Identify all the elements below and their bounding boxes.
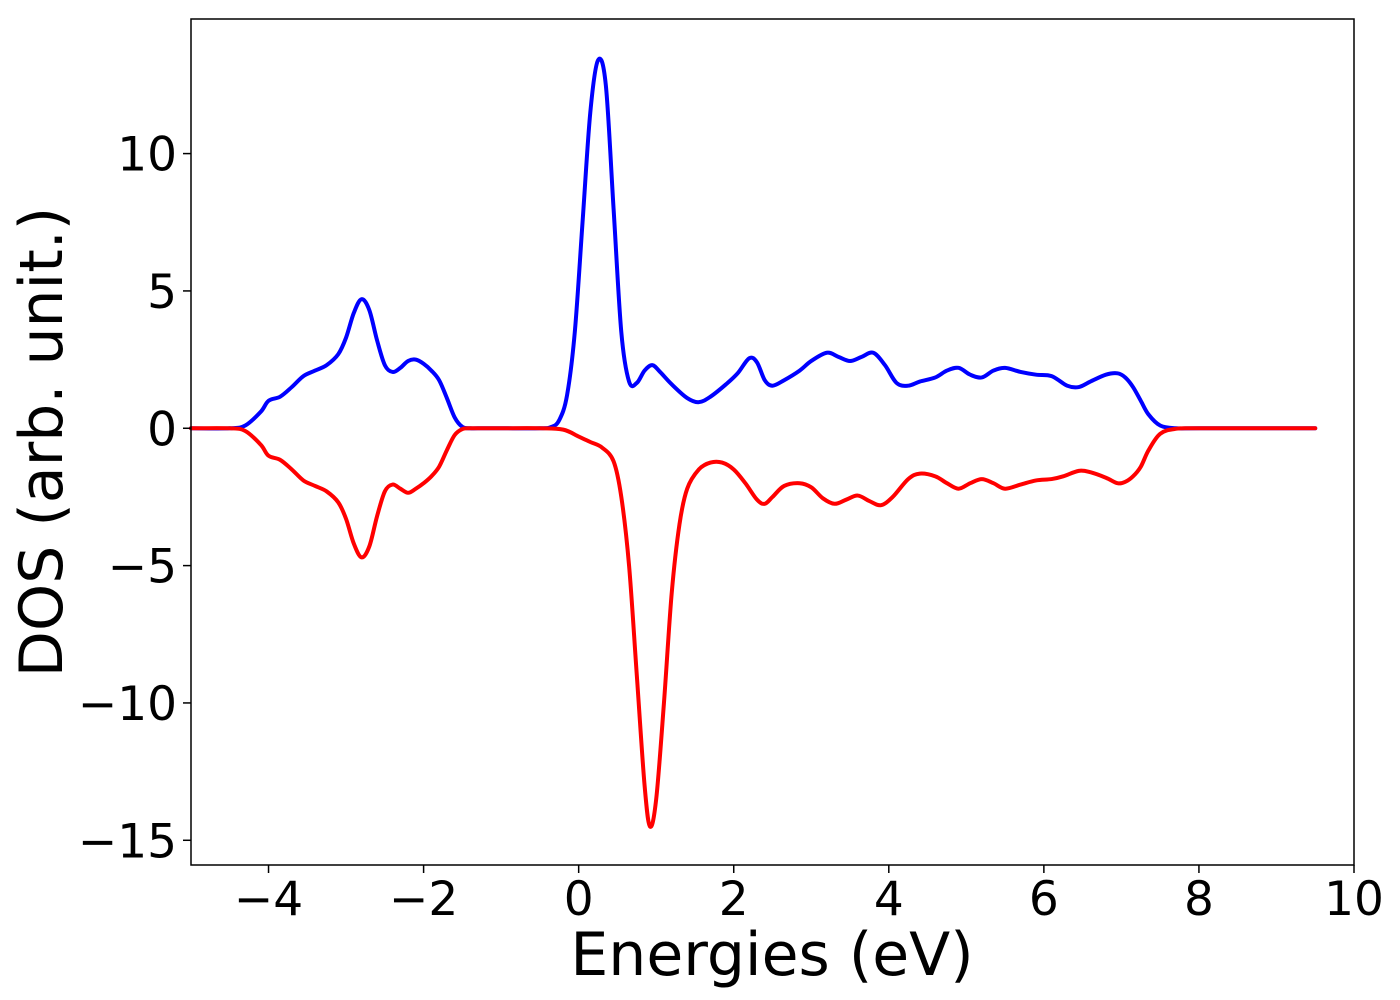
y-tick-label: 5	[147, 265, 177, 320]
x-tick-label: −2	[389, 872, 458, 927]
x-axis-label: Energies (eV)	[570, 920, 973, 990]
y-tick-label: −10	[78, 677, 177, 732]
x-tick-label: 4	[874, 872, 904, 927]
y-axis-ticks: 10 5 0 −5 −10 −15	[78, 128, 191, 869]
x-tick-label: 6	[1029, 872, 1059, 927]
y-tick-label: 10	[117, 128, 177, 183]
y-axis-label: DOS (arb. unit.)	[7, 207, 77, 677]
plot-area-frame	[190, 18, 1355, 866]
x-tick-label: −4	[234, 872, 303, 927]
x-tick-label: 0	[564, 872, 594, 927]
y-tick-label: −5	[108, 540, 177, 595]
x-axis-ticks: −4 −2 0 2 4 6 8 10	[234, 865, 1384, 927]
x-tick-label: 8	[1184, 872, 1214, 927]
series-line-0	[189, 56, 1318, 431]
series-layer	[189, 56, 1318, 829]
x-tick-label: 10	[1324, 872, 1384, 927]
y-tick-label: 0	[147, 402, 177, 457]
series-line-1	[189, 426, 1318, 829]
x-tick-label: 2	[719, 872, 749, 927]
y-tick-label: −15	[78, 814, 177, 869]
